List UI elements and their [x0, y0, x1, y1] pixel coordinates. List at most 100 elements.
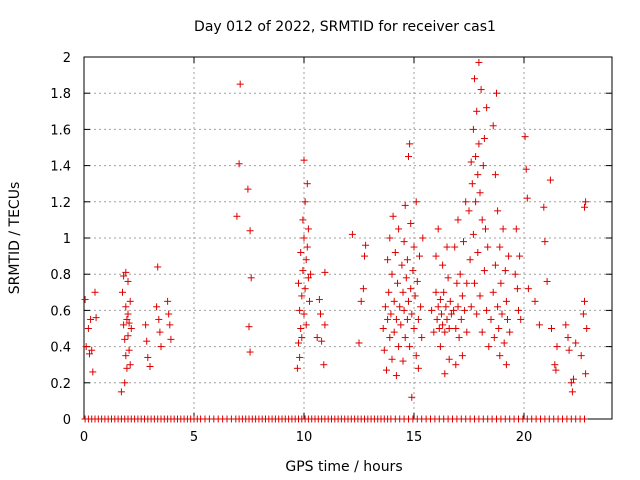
- data-point: [442, 303, 450, 311]
- data-point: [446, 297, 454, 305]
- data-point: [380, 346, 388, 354]
- data-point: [456, 270, 464, 278]
- data-point: [562, 321, 570, 329]
- data-point: [235, 160, 243, 168]
- y-tick-label: 1: [63, 232, 71, 247]
- data-point: [398, 261, 406, 269]
- data-point: [165, 310, 173, 318]
- data-point: [505, 252, 513, 260]
- y-tick-label: 1.6: [50, 123, 71, 138]
- data-point: [412, 198, 420, 206]
- data-point: [432, 252, 440, 260]
- data-point: [81, 296, 89, 304]
- data-point: [293, 364, 301, 372]
- data-point: [125, 319, 133, 327]
- data-point: [414, 315, 422, 323]
- data-point: [144, 353, 152, 361]
- data-point: [504, 315, 511, 323]
- data-point: [581, 203, 588, 211]
- data-point: [405, 297, 412, 305]
- data-point: [480, 134, 488, 142]
- data-point: [413, 277, 421, 285]
- data-point: [389, 212, 397, 220]
- data-point: [453, 279, 461, 287]
- data-point: [496, 352, 504, 360]
- data-point: [299, 267, 307, 275]
- data-point: [123, 315, 131, 323]
- data-point: [419, 234, 427, 242]
- data-point: [167, 335, 175, 343]
- data-point: [302, 256, 310, 264]
- data-point: [471, 75, 478, 83]
- data-point: [496, 243, 504, 251]
- data-point: [432, 288, 440, 296]
- data-point: [548, 325, 555, 332]
- data-point: [460, 238, 467, 246]
- data-point: [400, 238, 408, 246]
- data-point: [430, 328, 438, 336]
- data-point: [89, 368, 97, 376]
- data-point: [441, 370, 449, 378]
- x-tick-label: 15: [406, 430, 423, 445]
- data-point: [166, 321, 174, 329]
- y-tick-label: 1.2: [50, 196, 71, 211]
- data-point: [457, 315, 465, 323]
- data-point: [552, 366, 560, 374]
- data-point: [405, 153, 412, 161]
- data-point: [388, 270, 396, 278]
- data-point: [303, 180, 311, 188]
- data-point: [154, 263, 162, 271]
- data-point: [471, 279, 478, 287]
- data-point: [384, 315, 392, 323]
- data-point: [445, 355, 453, 363]
- data-point: [392, 372, 400, 380]
- data-point: [512, 225, 520, 233]
- data-point: [582, 198, 590, 206]
- data-point: [91, 288, 99, 296]
- data-point: [410, 243, 418, 251]
- y-tick-label: 1.8: [50, 87, 71, 102]
- data-point: [439, 321, 447, 329]
- data-point: [117, 388, 125, 396]
- data-point: [359, 285, 367, 293]
- data-point: [125, 346, 133, 354]
- data-point: [433, 315, 441, 323]
- data-point: [155, 315, 163, 323]
- data-point: [581, 297, 588, 305]
- data-point: [551, 361, 559, 369]
- data-point: [300, 234, 308, 242]
- data-point: [524, 285, 532, 293]
- data-point: [473, 310, 481, 318]
- data-point: [434, 225, 442, 233]
- data-point: [303, 243, 311, 251]
- data-point: [391, 248, 399, 256]
- data-point: [452, 325, 460, 332]
- data-point: [445, 325, 453, 332]
- data-point: [454, 303, 462, 311]
- data-point: [348, 230, 356, 238]
- data-point: [568, 388, 576, 396]
- data-point: [582, 370, 590, 378]
- data-point: [462, 198, 470, 206]
- data-point: [485, 343, 493, 351]
- x-tick-label: 0: [80, 430, 88, 445]
- data-point: [157, 343, 165, 351]
- data-point: [82, 343, 90, 351]
- data-point: [123, 364, 131, 372]
- data-point: [443, 315, 451, 323]
- data-point: [515, 306, 522, 314]
- data-point: [499, 225, 507, 233]
- data-point: [304, 274, 312, 282]
- data-point: [298, 334, 306, 342]
- data-point: [395, 225, 403, 233]
- data-point: [246, 227, 254, 235]
- data-point: [119, 288, 126, 296]
- data-point: [469, 125, 477, 133]
- data-point: [399, 357, 407, 365]
- data-point: [409, 267, 417, 275]
- data-point: [474, 171, 482, 179]
- data-point: [454, 216, 462, 224]
- data-point: [475, 140, 483, 148]
- data-point: [121, 335, 129, 343]
- chart-title: Day 012 of 2022, SRMTID for receiver cas…: [194, 19, 496, 35]
